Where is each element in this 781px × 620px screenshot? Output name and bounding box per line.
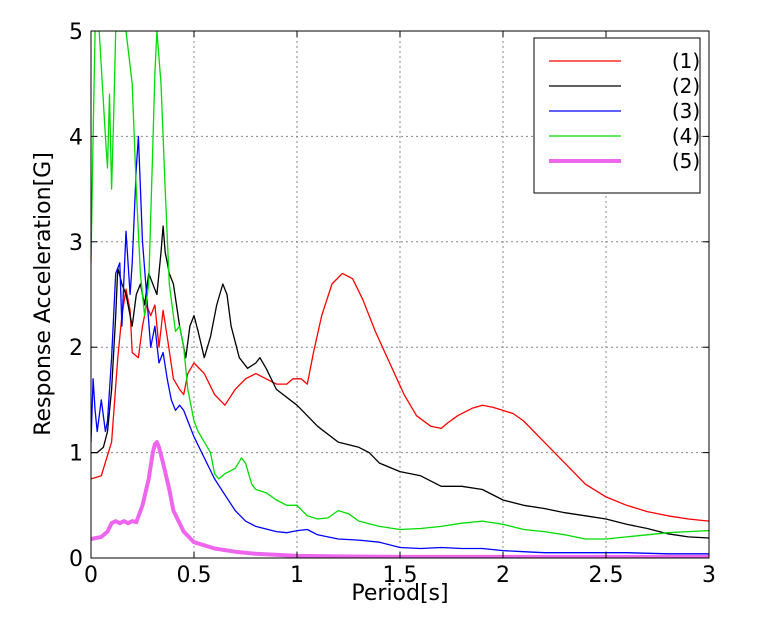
y-tick-label: 1 [69,442,83,467]
y-tick-label: 3 [69,231,83,256]
series-line-3 [91,135,709,555]
legend-label-5: (5) [672,149,700,173]
y-tick-label: 2 [69,336,83,361]
series-layer [91,31,709,558]
legend-label-3: (3) [672,99,700,123]
series-line-5 [91,440,709,558]
legend: (1)(2)(3)(4)(5) [533,37,701,194]
y-tick-label: 4 [69,125,83,150]
tick-marks [90,30,710,559]
x-tick-label: 2 [496,563,510,588]
y-tick-label: 0 [69,547,83,572]
legend-box [533,37,701,194]
y-tick-label: 5 [69,20,83,45]
legend-label-2: (2) [672,74,700,98]
legend-label-4: (4) [672,124,700,148]
x-tick-label: 0.5 [177,563,212,588]
x-tick-label: 1 [290,563,304,588]
series-line-4 [91,31,709,540]
x-tick-label: 1.5 [383,563,418,588]
tick-labels: 0 0.5 1 1.5 2 2.5 3 0 1 2 3 4 5 [69,20,716,588]
x-tick-label: 3 [702,563,716,588]
x-axis-label: Period[s] [351,581,448,606]
x-tick-label: 2.5 [589,563,624,588]
x-tick-label: 0 [84,563,98,588]
series-line-2 [91,225,709,539]
legend-label-1: (1) [672,49,700,73]
y-axis-label: Response Acceleration[G] [31,152,56,436]
